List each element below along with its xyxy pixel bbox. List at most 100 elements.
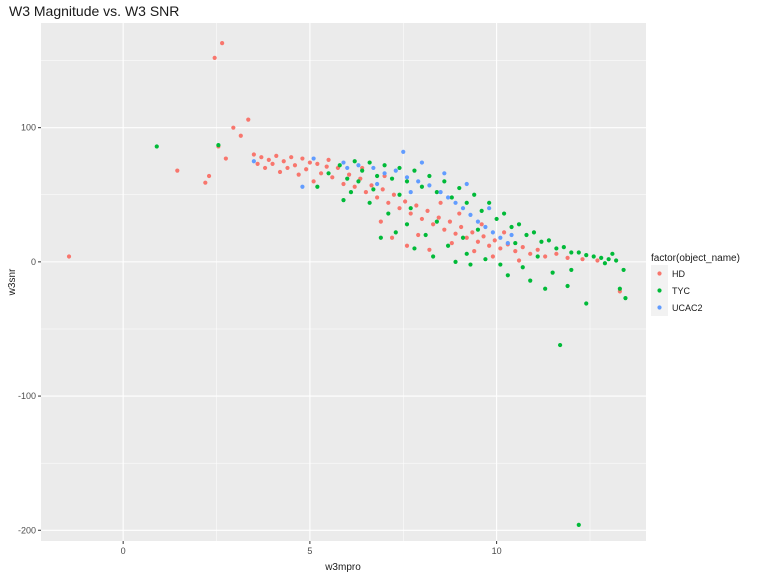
data-point-hd: [490, 254, 495, 259]
data-point-tyc: [501, 211, 507, 216]
x-axis-ticks: 0 5 10: [121, 541, 502, 556]
data-point-hd: [457, 211, 462, 216]
data-point-tyc: [460, 235, 466, 240]
data-point-ucac2: [408, 189, 413, 195]
data-point-tyc: [367, 200, 372, 205]
data-point-hd: [516, 258, 522, 263]
data-point-tyc: [494, 216, 499, 222]
minor-gridlines: [29, 23, 646, 541]
legend-label-tyc: TYC: [672, 286, 691, 296]
data-point-hd: [220, 41, 225, 46]
data-point-tyc: [154, 144, 159, 149]
data-point-ucac2: [460, 206, 466, 211]
data-point-tyc: [326, 171, 331, 176]
data-point-tyc: [419, 184, 425, 189]
data-point-hd: [380, 187, 385, 192]
data-point-tyc: [352, 159, 357, 164]
data-point-hd: [565, 255, 570, 260]
data-point-tyc: [216, 143, 221, 148]
y-tick-label: 100: [21, 123, 36, 133]
data-point-tyc: [617, 286, 622, 291]
data-point-ucac2: [427, 183, 432, 188]
x-tick-label: 10: [492, 546, 502, 556]
data-point-tyc: [397, 165, 402, 171]
legend-label-ucac2: UCAC2: [672, 303, 703, 313]
data-point-hd: [427, 247, 432, 252]
data-point-ucac2: [498, 235, 503, 240]
data-point-hd: [259, 155, 264, 160]
legend-label-hd: HD: [672, 269, 685, 279]
data-point-ucac2: [311, 156, 316, 161]
data-point-hd: [397, 206, 402, 211]
data-point-hd: [403, 199, 408, 204]
data-point-hd: [292, 163, 298, 168]
data-point-tyc: [341, 198, 346, 203]
data-point-hd: [580, 257, 585, 262]
data-point-ucac2: [341, 160, 346, 165]
data-point-tyc: [472, 192, 477, 197]
data-point-tyc: [412, 168, 417, 173]
data-point-tyc: [464, 200, 469, 205]
data-point-tyc: [457, 185, 462, 191]
data-point-ucac2: [438, 189, 443, 195]
data-point-tyc: [468, 262, 473, 267]
data-point-hd: [375, 195, 380, 200]
data-point-tyc: [397, 192, 402, 197]
data-point-hd: [501, 230, 507, 235]
data-point-hd: [203, 180, 208, 185]
data-point-tyc: [375, 173, 380, 179]
data-point-tyc: [621, 267, 626, 273]
data-point-tyc: [393, 230, 398, 235]
data-point-hd: [304, 167, 309, 172]
data-point-hd: [326, 157, 331, 162]
data-point-tyc: [475, 227, 481, 232]
data-point-hd: [492, 238, 497, 243]
data-point-ucac2: [345, 165, 350, 171]
data-point-ucac2: [445, 195, 451, 200]
data-point-hd: [347, 172, 352, 177]
data-point-hd: [274, 153, 279, 158]
data-point-ucac2: [468, 212, 473, 218]
y-axis-ticks: -200 -100 0 100: [18, 123, 41, 535]
legend-key-point-hd: [657, 271, 662, 276]
x-tick-label: 0: [121, 546, 126, 556]
data-point-hd: [436, 215, 441, 220]
data-point-tyc: [348, 189, 354, 195]
data-point-tyc: [524, 232, 529, 238]
data-point-hd: [246, 117, 251, 122]
data-point-tyc: [543, 286, 548, 291]
data-point-hd: [438, 200, 443, 205]
data-point-tyc: [371, 187, 376, 192]
data-point-hd: [318, 171, 324, 176]
data-point-tyc: [550, 270, 555, 275]
data-point-tyc: [434, 189, 439, 195]
data-point-hd: [175, 168, 180, 173]
data-point-tyc: [546, 238, 552, 243]
data-point-ucac2: [475, 219, 481, 224]
data-point-hd: [404, 243, 410, 248]
data-point-hd: [223, 156, 228, 161]
y-tick-label: -100: [18, 391, 36, 401]
data-point-ucac2: [442, 171, 447, 176]
data-point-tyc: [449, 195, 454, 200]
data-point-hd: [296, 172, 301, 177]
data-point-hd: [251, 152, 256, 157]
data-point-tyc: [576, 522, 581, 527]
data-point-hd: [481, 234, 486, 239]
data-point-ucac2: [464, 181, 469, 187]
data-point-tyc: [431, 254, 436, 259]
data-point-ucac2: [382, 171, 387, 176]
data-point-hd: [266, 157, 271, 162]
x-tick-label: 5: [307, 546, 312, 556]
data-point-tyc: [378, 235, 383, 240]
data-point-hd: [425, 208, 430, 213]
data-point-hd: [472, 249, 477, 254]
data-point-hd: [459, 224, 464, 230]
plot-panel: [41, 23, 646, 541]
data-point-ucac2: [487, 206, 492, 211]
data-point-hd: [498, 246, 503, 251]
data-point-hd: [419, 216, 425, 222]
data-point-ucac2: [401, 149, 406, 154]
data-point-tyc: [498, 262, 503, 267]
data-point-tyc: [315, 184, 320, 189]
